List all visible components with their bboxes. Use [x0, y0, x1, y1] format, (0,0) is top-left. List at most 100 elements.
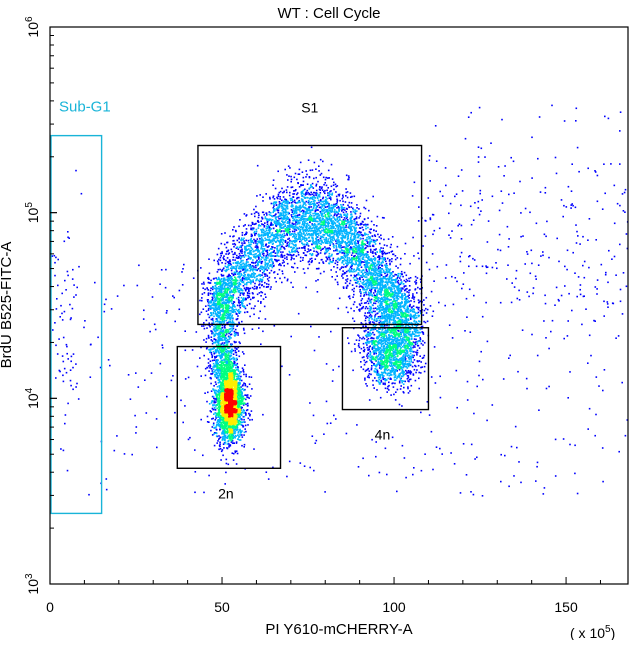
event-point	[246, 269, 249, 272]
event-point	[309, 186, 312, 189]
event-point	[242, 404, 245, 406]
event-point	[322, 219, 324, 221]
event-point	[587, 362, 589, 364]
event-point	[394, 353, 396, 356]
event-point	[393, 283, 395, 286]
event-point	[210, 353, 213, 356]
event-point	[361, 276, 363, 278]
event-point	[401, 371, 403, 373]
event-point	[266, 214, 268, 216]
event-point	[224, 327, 226, 329]
event-point	[315, 267, 318, 270]
event-point	[222, 443, 225, 445]
event-point	[297, 173, 300, 175]
event-point	[215, 277, 217, 279]
event-point	[236, 270, 238, 272]
event-point	[307, 219, 309, 221]
event-point	[367, 367, 370, 370]
event-point	[262, 330, 264, 333]
event-point	[356, 274, 358, 276]
event-point	[328, 247, 331, 249]
event-point	[508, 238, 510, 240]
event-point	[401, 305, 404, 308]
event-point	[389, 321, 391, 324]
event-point	[370, 360, 372, 362]
event-point	[308, 250, 310, 252]
event-point	[477, 207, 480, 209]
event-point	[267, 239, 269, 241]
event-point	[340, 216, 343, 218]
event-point	[237, 434, 239, 436]
event-point	[174, 411, 176, 414]
event-point	[341, 197, 344, 200]
event-point	[309, 215, 311, 217]
event-point	[323, 233, 326, 236]
event-point	[476, 456, 478, 459]
event-point	[563, 120, 566, 122]
event-point	[374, 258, 377, 260]
event-point	[215, 414, 217, 417]
event-point	[353, 255, 355, 258]
event-point	[252, 296, 254, 299]
event-point	[385, 262, 388, 265]
event-point	[419, 300, 422, 302]
event-point	[311, 197, 314, 200]
event-point	[331, 225, 333, 228]
event-point	[328, 242, 331, 244]
event-point	[421, 327, 423, 330]
event-point	[358, 310, 361, 312]
event-point	[243, 298, 245, 301]
event-point	[232, 243, 234, 245]
event-point	[70, 384, 72, 387]
event-point	[245, 286, 248, 289]
event-point	[256, 245, 258, 247]
event-point	[262, 200, 264, 202]
event-point	[227, 435, 229, 438]
event-point	[283, 248, 286, 250]
event-point	[278, 215, 281, 218]
event-point	[300, 234, 303, 236]
event-point	[237, 310, 239, 312]
event-point	[305, 204, 307, 206]
event-point	[563, 337, 565, 340]
event-point	[238, 291, 241, 294]
event-point	[298, 213, 301, 216]
event-point	[255, 261, 257, 263]
event-point	[254, 273, 257, 275]
event-point	[228, 261, 230, 263]
event-point	[191, 349, 194, 351]
event-point	[296, 196, 299, 199]
event-point	[250, 265, 252, 268]
event-point	[390, 378, 392, 380]
event-point	[425, 220, 427, 222]
event-point	[207, 281, 210, 284]
event-point	[217, 247, 220, 250]
event-point	[267, 218, 270, 221]
event-point	[237, 315, 239, 317]
event-point	[412, 317, 415, 319]
event-point	[449, 202, 452, 205]
event-point	[361, 307, 364, 309]
event-point	[357, 242, 359, 245]
event-point	[243, 389, 245, 392]
event-point	[257, 300, 259, 302]
event-point	[532, 287, 535, 289]
event-point	[233, 301, 236, 304]
event-point	[208, 272, 211, 275]
event-point	[398, 368, 401, 371]
event-point	[215, 355, 218, 358]
event-point	[469, 205, 472, 208]
event-point	[367, 223, 369, 226]
event-point	[266, 251, 269, 254]
event-point	[572, 204, 574, 207]
event-point	[280, 264, 282, 267]
event-point	[178, 289, 181, 292]
event-point	[415, 320, 417, 323]
event-point	[245, 271, 247, 273]
event-point	[272, 207, 275, 209]
event-point	[297, 214, 299, 217]
event-point	[211, 314, 213, 317]
event-point	[273, 264, 275, 267]
event-point	[306, 173, 308, 176]
event-point	[269, 288, 272, 290]
